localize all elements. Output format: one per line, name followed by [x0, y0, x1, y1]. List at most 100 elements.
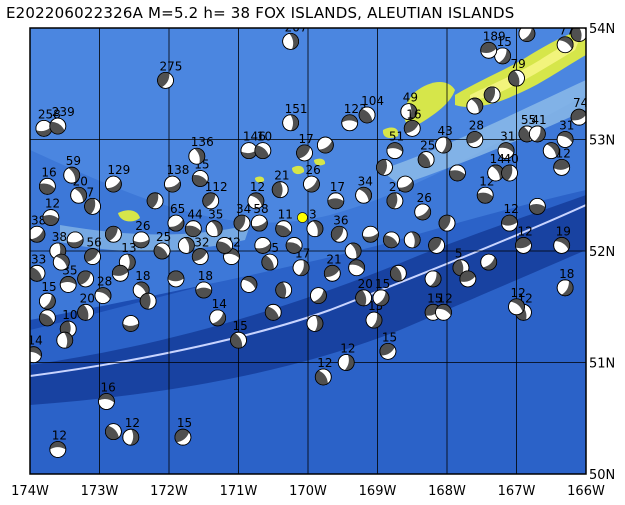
focal-mechanism[interactable]: 112 — [202, 180, 228, 210]
focal-mechanism[interactable] — [480, 253, 498, 271]
focal-mechanism[interactable]: 10 — [254, 130, 272, 160]
focal-mechanism[interactable]: 12 — [515, 224, 533, 254]
focal-mechanism[interactable]: 15 — [365, 299, 383, 329]
focal-mechanism[interactable]: 28 — [94, 275, 112, 305]
focal-mechanism[interactable]: 35 — [205, 208, 223, 238]
focal-mechanism[interactable] — [376, 158, 393, 176]
focal-mechanism[interactable]: 258 — [35, 107, 61, 137]
focal-mechanism[interactable] — [216, 237, 234, 254]
focal-mechanism[interactable]: 77 — [556, 24, 574, 54]
focal-mechanism[interactable]: 104 — [358, 94, 384, 124]
focal-mechanism[interactable]: 41 — [528, 113, 547, 143]
focal-mechanism[interactable]: 15 — [230, 319, 248, 349]
focal-mechanism[interactable]: 10 — [59, 308, 78, 338]
focal-mechanism[interactable]: 32 — [570, 13, 588, 42]
focal-mechanism[interactable]: 189 — [480, 29, 506, 59]
focal-mechanism[interactable] — [77, 270, 94, 288]
focal-mechanism[interactable] — [275, 281, 293, 299]
focal-mechanism[interactable]: 21 — [271, 169, 289, 199]
focal-mechanism[interactable] — [428, 237, 445, 254]
focal-mechanism[interactable] — [310, 287, 327, 305]
focal-mechanism[interactable]: 31 — [497, 130, 515, 160]
focal-mechanism[interactable]: 79 — [508, 57, 526, 87]
focal-mechanism[interactable]: 35 — [59, 263, 78, 293]
focal-mechanism[interactable] — [56, 331, 74, 349]
focal-mechanism[interactable] — [438, 214, 456, 232]
focal-mechanism[interactable]: 51 — [386, 130, 404, 160]
focal-mechanism[interactable]: 11 — [275, 208, 293, 238]
focal-mechanism[interactable]: 34 — [355, 174, 373, 204]
focal-mechanism[interactable]: 25 — [417, 139, 435, 168]
focal-mechanism[interactable]: 239 — [49, 105, 75, 135]
focal-mechanism[interactable]: 17 — [327, 180, 345, 210]
focal-mechanism[interactable]: 17 — [292, 247, 310, 277]
focal-mechanism[interactable] — [306, 315, 324, 332]
focal-mechanism[interactable]: 12 — [314, 356, 333, 386]
focal-mechanism[interactable]: 20 — [355, 277, 373, 307]
focal-mechanism[interactable] — [38, 309, 56, 327]
focal-mechanism[interactable]: 40 — [501, 152, 519, 182]
focal-mechanism[interactable]: 129 — [105, 163, 130, 193]
focal-mechanism[interactable]: 12 — [49, 428, 67, 458]
focal-mechanism[interactable] — [254, 237, 272, 254]
focal-mechanism[interactable] — [542, 142, 560, 160]
focal-mechanism[interactable]: 49 — [400, 91, 418, 121]
focal-mechanism[interactable]: 58 — [250, 202, 269, 232]
focal-mechanism[interactable]: 38 — [29, 213, 46, 243]
focal-mechanism[interactable]: 7 — [84, 185, 101, 215]
focal-mechanism[interactable]: 15 — [372, 277, 390, 307]
focal-mechanism[interactable]: 12 — [247, 180, 265, 210]
focal-mechanism[interactable]: 59 — [63, 154, 81, 184]
focal-mechanism[interactable]: 44 — [184, 208, 203, 238]
focal-mechanism[interactable] — [146, 192, 164, 210]
focal-mechanism[interactable] — [459, 270, 477, 288]
focal-mechanism[interactable]: 15 — [38, 280, 57, 310]
focal-mechanism[interactable]: 18 — [556, 267, 574, 297]
focal-mechanism[interactable]: 12 — [42, 197, 60, 226]
focal-mechanism[interactable] — [362, 225, 379, 243]
focal-mechanism[interactable] — [424, 270, 442, 288]
featured-event-marker[interactable] — [297, 212, 308, 223]
focal-mechanism[interactable]: 12 — [435, 291, 453, 321]
focal-mechanism[interactable]: 26 — [132, 219, 150, 249]
focal-mechanism[interactable] — [316, 136, 334, 154]
focal-mechanism[interactable] — [466, 97, 484, 115]
focal-mechanism[interactable]: 12 — [501, 202, 519, 232]
focal-mechanism[interactable]: 18 — [195, 269, 213, 299]
focal-mechanism[interactable]: 15 — [518, 13, 536, 42]
focal-mechanism[interactable] — [105, 423, 122, 441]
focal-mechanism[interactable]: 136 — [188, 135, 214, 165]
focal-mechanism[interactable]: 16 — [403, 107, 422, 137]
focal-mechanism[interactable]: 20 — [77, 291, 95, 321]
focal-mechanism[interactable]: 26 — [414, 191, 432, 221]
focal-mechanism[interactable]: 12 — [508, 286, 526, 316]
focal-mechanism[interactable] — [403, 231, 421, 249]
focal-mechanism[interactable] — [66, 231, 84, 249]
focal-mechanism[interactable]: 21 — [323, 252, 342, 282]
focal-mechanism[interactable]: 207 — [282, 20, 308, 50]
focal-mechanism[interactable] — [264, 303, 282, 321]
focal-mechanism[interactable]: 31 — [556, 119, 574, 148]
focal-mechanism[interactable]: 33 — [29, 252, 46, 282]
focal-mechanism[interactable] — [344, 242, 362, 260]
focal-mechanism[interactable]: 12 — [476, 174, 495, 204]
focal-mechanism[interactable]: 16 — [38, 165, 57, 195]
focal-mechanism[interactable] — [449, 164, 466, 182]
focal-mechanism[interactable]: 151 — [282, 102, 308, 132]
focal-mechanism[interactable]: 14 — [25, 334, 43, 364]
focal-mechanism[interactable]: 15 — [424, 291, 442, 321]
focal-mechanism[interactable]: 28 — [466, 119, 484, 148]
focal-mechanism[interactable] — [139, 292, 157, 310]
focal-mechanism[interactable] — [285, 237, 303, 254]
focal-mechanism[interactable]: 275 — [157, 59, 183, 89]
focal-mechanism[interactable]: 15 — [379, 330, 397, 360]
focal-mechanism[interactable] — [348, 259, 366, 277]
focal-mechanism[interactable] — [122, 315, 140, 332]
focal-mechanism[interactable]: 17 — [296, 132, 314, 162]
focal-mechanism[interactable] — [528, 197, 546, 215]
focal-mechanism[interactable]: 19 — [553, 224, 571, 254]
focal-mechanism[interactable] — [483, 86, 501, 104]
focal-mechanism[interactable]: 3 — [306, 208, 324, 238]
focal-mechanism[interactable] — [382, 231, 400, 249]
focal-mechanism[interactable]: 15 — [174, 416, 192, 446]
